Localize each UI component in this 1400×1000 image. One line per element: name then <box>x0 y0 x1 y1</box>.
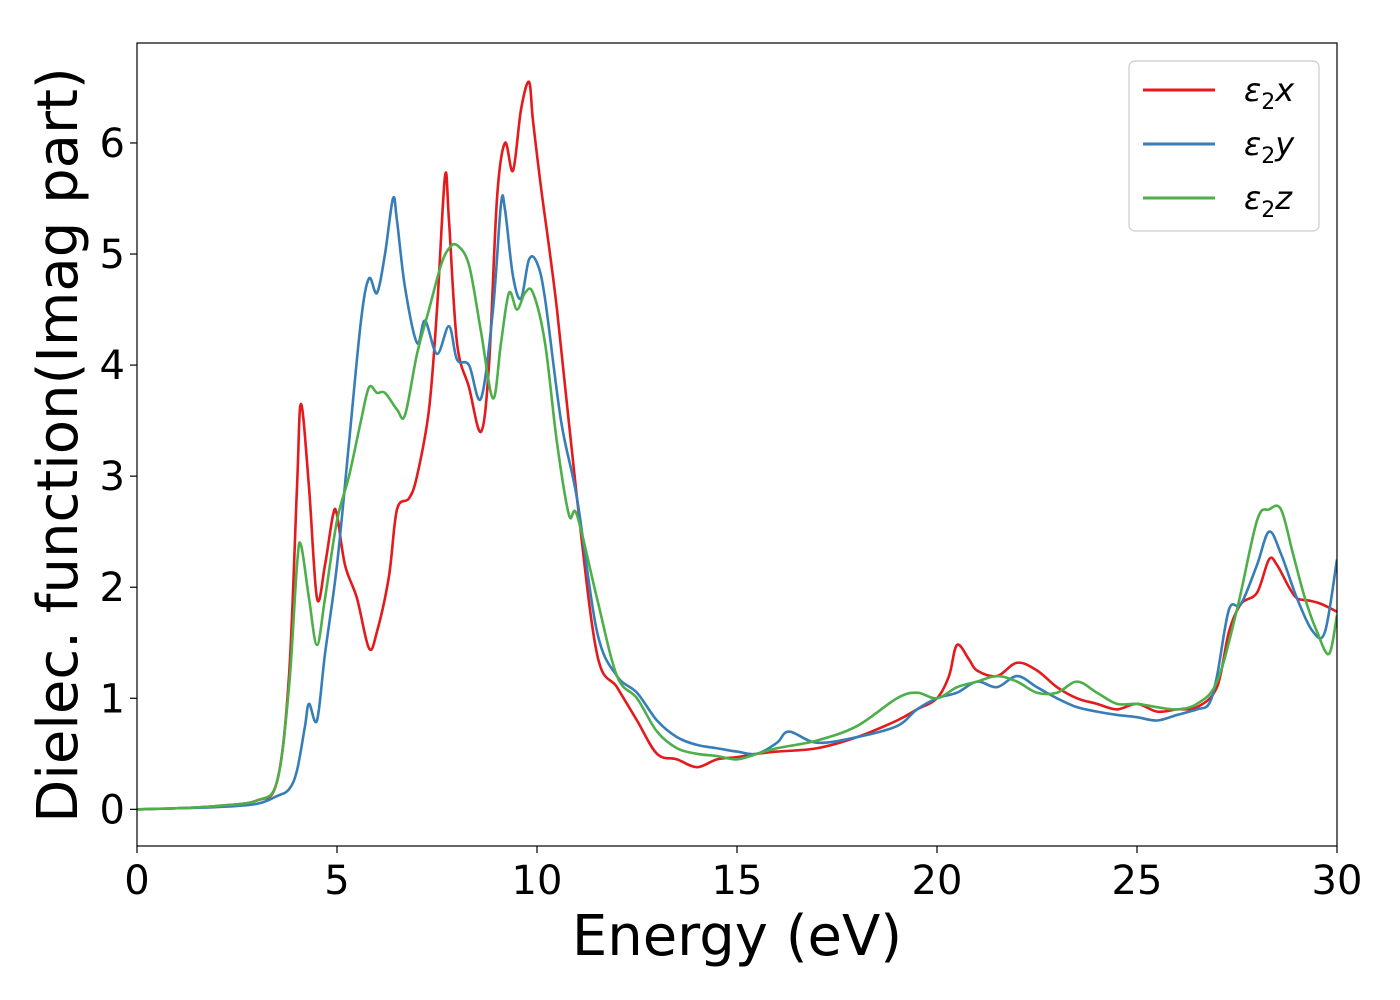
x-tick-label: 20 <box>912 858 963 904</box>
x-axis-title: Energy (eV) <box>572 904 902 969</box>
x-tick-label: 15 <box>712 858 763 904</box>
legend-label-x: ε2x <box>1244 71 1295 115</box>
y-tick-label: 6 <box>100 121 125 167</box>
legend-label-z: ε2z <box>1244 179 1293 223</box>
x-tick-label: 10 <box>512 858 563 904</box>
x-tick-label: 5 <box>324 858 349 904</box>
y-tick-label: 4 <box>100 343 125 389</box>
y-axis: 0 1 2 3 4 5 6 <box>100 121 137 833</box>
y-tick-label: 2 <box>100 565 125 611</box>
series-line-y <box>137 194 1337 811</box>
series-layer <box>137 80 1337 811</box>
y-tick-label: 1 <box>100 676 125 722</box>
series-line-z <box>137 242 1337 811</box>
y-tick-label: 0 <box>100 787 125 833</box>
legend-label-y: ε2y <box>1244 125 1295 169</box>
x-tick-label: 25 <box>1112 858 1163 904</box>
legend: ε2x ε2y ε2z <box>1128 60 1320 232</box>
x-tick-label: 0 <box>124 858 149 904</box>
y-axis-title: Dielec. function(Imag part) <box>26 67 91 823</box>
x-tick-label: 30 <box>1312 858 1363 904</box>
y-tick-label: 5 <box>100 232 125 278</box>
x-axis: 0 5 10 15 20 25 30 <box>124 846 1362 904</box>
y-tick-label: 3 <box>100 454 125 500</box>
legend-box <box>1128 60 1320 232</box>
